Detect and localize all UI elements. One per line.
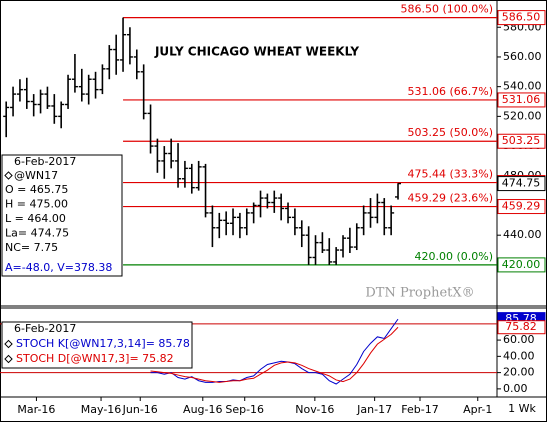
x-tick-label: Sep-16 xyxy=(225,403,264,416)
x-tick-label: May-16 xyxy=(81,403,122,416)
price-tag-label: 503.25 xyxy=(502,134,541,147)
value-tag-label: 75.82 xyxy=(505,320,537,333)
fib-label: 459.29 (23.6%) xyxy=(407,192,493,205)
symbol-icon xyxy=(4,171,13,180)
legend-icon xyxy=(4,354,13,364)
info-line: H = 475.00 xyxy=(5,198,68,211)
y-tick-label: 0.00 xyxy=(503,382,528,395)
chart-title: JULY CHICAGO WHEAT WEEKLY xyxy=(154,45,359,59)
y-tick-label: 540.00 xyxy=(503,80,542,93)
x-tick-label: Aug-16 xyxy=(183,403,222,416)
x-tick-label: Apr-1 xyxy=(463,403,492,416)
x-tick-label: Nov-16 xyxy=(295,403,334,416)
price-tag xyxy=(497,133,546,149)
info-footer: A=-48.0, V=378.38 xyxy=(5,261,112,274)
y-tick-label: 40.00 xyxy=(503,349,535,362)
info-line: La= 474.75 xyxy=(5,227,69,240)
info-line: O = 465.75 xyxy=(5,183,68,196)
price-tag-label: 459.29 xyxy=(502,200,541,213)
x-tick-label: Jan-17 xyxy=(356,403,392,416)
info-line: NC= 7.75 xyxy=(5,241,58,254)
price-tag xyxy=(497,199,546,215)
y-tick-label: 440.00 xyxy=(503,228,542,241)
info-symbol: @WN17 xyxy=(14,169,58,182)
y-tick-label: 560.00 xyxy=(503,50,542,63)
watermark: DTN ProphetX® xyxy=(365,286,474,301)
last-price-label: 474.75 xyxy=(502,177,541,190)
period-label: 1 Wk xyxy=(508,402,536,415)
price-tag-label: 420.00 xyxy=(502,258,541,271)
y-tick-label: 20.00 xyxy=(503,366,535,379)
info-line: L = 464.00 xyxy=(5,212,66,225)
price-tag xyxy=(497,92,546,108)
info-date: 6-Feb-2017 xyxy=(14,155,76,168)
fib-label: 503.25 (50.0%) xyxy=(407,126,493,139)
info-box xyxy=(1,154,123,277)
fib-label: 531.06 (66.7%) xyxy=(407,85,493,98)
legend-box xyxy=(1,321,193,369)
price-tag xyxy=(497,10,546,26)
legend-label: STOCH K[@WN17,3,14]= 85.78 xyxy=(16,337,190,350)
x-tick-label: Jun-16 xyxy=(122,403,158,416)
stoch-line xyxy=(150,318,399,385)
value-tag xyxy=(497,320,546,335)
fib-label: 420.00 (0.0%) xyxy=(414,250,493,263)
y-tick-label: 520.00 xyxy=(503,109,542,122)
legend-icon xyxy=(4,339,13,349)
fib-label: 475.44 (33.3%) xyxy=(407,168,493,181)
fib-label: 586.50 (100.0%) xyxy=(400,3,493,16)
price-tag-label: 586.50 xyxy=(502,11,541,24)
y-tick-label: 60.00 xyxy=(503,333,535,346)
last-price-tag xyxy=(497,176,546,192)
price-tag-label: 531.06 xyxy=(502,93,541,106)
x-tick-label: Mar-16 xyxy=(17,403,55,416)
stoch-line xyxy=(150,326,399,383)
price-tag xyxy=(497,257,546,273)
x-tick-label: Feb-17 xyxy=(401,403,438,416)
legend-date: 6-Feb-2017 xyxy=(14,322,76,335)
legend-label: STOCH D[@WN17,3]= 75.82 xyxy=(16,352,174,365)
